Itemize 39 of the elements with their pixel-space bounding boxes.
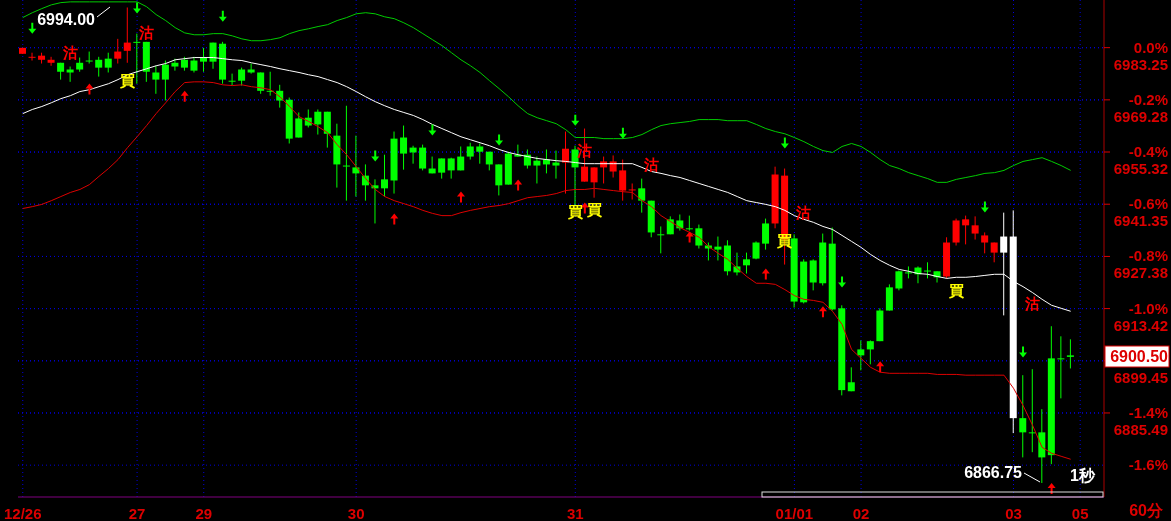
y-tick-label: 6969.28 <box>1113 107 1168 125</box>
y2-tick-label: 0.0% <box>1133 38 1168 56</box>
x-tick-label: 27 <box>128 505 146 521</box>
annotation: 沽 <box>795 204 812 221</box>
annotation: 沽 <box>138 24 155 41</box>
y2-tick-label: -1.0% <box>1128 299 1168 317</box>
y2-tick-label: -1.4% <box>1128 403 1168 421</box>
annotation: 買 <box>566 203 583 220</box>
annotation: 6994.00 <box>37 11 96 28</box>
y-tick-label: 6927.38 <box>1113 264 1168 282</box>
y-tick-label: 6941.35 <box>1113 212 1168 230</box>
y-tick-label: 6955.32 <box>1113 160 1168 178</box>
x-tick-label: 12/26 <box>3 505 42 521</box>
y-tick-label: 6913.42 <box>1113 316 1168 334</box>
x-axis-title: 60分 <box>1129 502 1164 519</box>
annotation: 沽 <box>643 156 659 173</box>
y-tick-label: 6885.49 <box>1113 420 1168 438</box>
x-tick-label: 05 <box>1071 505 1089 521</box>
x-tick-label: 01/01 <box>775 505 814 521</box>
y2-tick-label: -1.6% <box>1128 456 1168 474</box>
text: 6900.50 <box>1110 348 1169 365</box>
annotation: 買 <box>947 282 964 299</box>
annotation: 沽 <box>61 44 78 61</box>
y2-tick-label: -0.6% <box>1128 195 1168 213</box>
annotation: 買 <box>585 201 602 218</box>
annotation: 買 <box>119 72 136 89</box>
x-tick-label: 31 <box>566 505 584 521</box>
y2-tick-label: -0.4% <box>1128 143 1168 161</box>
x-tick-label: 03 <box>1005 505 1022 521</box>
y-tick-label: 6899.45 <box>1113 368 1168 386</box>
annotation: 6866.75 <box>964 464 1023 481</box>
y2-tick-label: -0.2% <box>1128 90 1168 108</box>
annotation: 沽 <box>1024 295 1041 312</box>
annotation: 1秒 <box>1070 467 1096 484</box>
x-tick-label: 29 <box>195 505 213 521</box>
x-tick-label: 02 <box>852 505 870 521</box>
y2-tick-label: -0.8% <box>1128 247 1168 265</box>
x-tick-label: 30 <box>347 505 365 521</box>
y-tick-label: 6983.25 <box>1113 55 1168 73</box>
